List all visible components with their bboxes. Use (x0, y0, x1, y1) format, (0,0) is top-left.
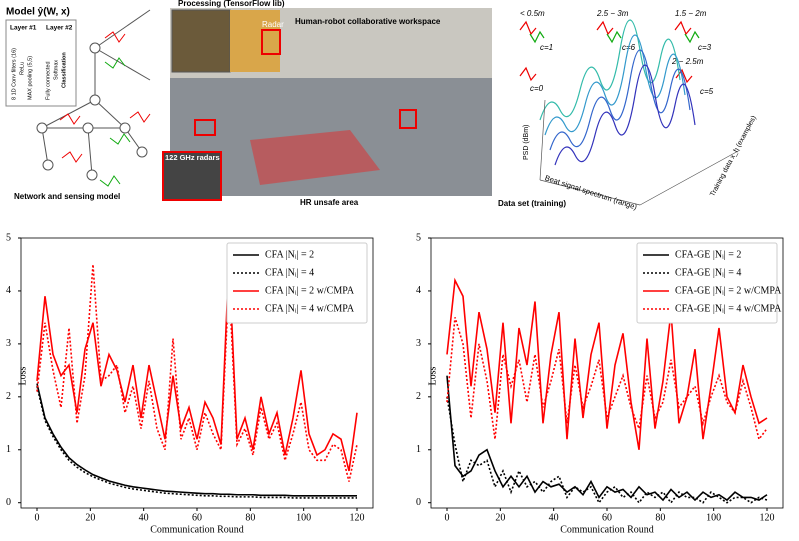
layer2: Layer #2 (46, 25, 73, 32)
radars-label: 122 GHz radars (165, 153, 220, 162)
layer2-desc: Classification (61, 52, 67, 88)
processing-label: Processing (TensorFlow lib) (178, 0, 285, 8)
x-tick-label: 120 (350, 512, 365, 523)
x-axis-label: Communication Round (150, 524, 244, 535)
class-label: c=5 (700, 87, 714, 96)
series-line (446, 396, 768, 505)
x-tick-label: 80 (245, 512, 255, 523)
class-label: c=0 (530, 84, 544, 93)
legend-label: CFA-GE |Nᵢ| = 4 (675, 267, 741, 278)
y-tick-label: 5 (416, 232, 421, 243)
x-tick-label: 0 (35, 512, 40, 523)
layer1: Layer #1 (10, 25, 37, 32)
y-tick-label: 5 (6, 232, 11, 243)
range-label: < 0.5m (520, 9, 545, 18)
range-label: 2 − 2.5m (671, 57, 704, 66)
series-line (446, 277, 768, 450)
layer1-desc: ReLu (19, 62, 25, 75)
series-line (446, 317, 768, 441)
legend-label: CFA |Nᵢ| = 4 (265, 267, 314, 278)
network-graph (36, 9, 151, 187)
y-tick-label: 4 (6, 285, 11, 296)
series-line (36, 383, 357, 497)
legend-label: CFA-GE |Nᵢ| = 2 (675, 249, 741, 260)
class-label: c=3 (698, 43, 712, 52)
model-box (5, 19, 77, 107)
network-panel: Model ŷ(W, x) Layer #1 Layer #2 8 1D Con… (5, 7, 151, 201)
x-tick-label: 0 (445, 512, 450, 523)
training-label: Training data x_h (examples) (709, 115, 758, 198)
y-tick-label: 4 (416, 285, 421, 296)
photo-panel: Processing (TensorFlow lib) Radar Human-… (162, 0, 492, 207)
y-tick-label: 2 (416, 391, 421, 402)
y-axis-label: Loss (17, 366, 28, 385)
dataset-waves (519, 19, 741, 206)
processing-photo (171, 9, 231, 73)
legend-box (226, 242, 368, 324)
x-tick-label: 120 (760, 512, 775, 523)
y-axis-label: Loss (427, 366, 438, 385)
layer1-desc: 8 1D Conv filters (16) (11, 48, 17, 100)
y-tick-label: 0 (6, 497, 11, 508)
x-tick-label: 20 (495, 512, 505, 523)
x-tick-label: 100 (706, 512, 721, 523)
dataset-panel: < 0.5m 2.5 − 3m 1.5 − 2m 2 − 2.5m c=1 c=… (498, 9, 758, 212)
legend-label: CFA-GE |Nᵢ| = 2 w/CMPA (675, 285, 782, 296)
layer2-desc: Softmax (53, 60, 59, 80)
y-tick-label: 2 (6, 391, 11, 402)
legend-box (636, 242, 778, 324)
legend-label: CFA-GE |Nᵢ| = 4 w/CMPA (675, 303, 782, 314)
x-tick-label: 60 (192, 512, 202, 523)
y-tick-label: 0 (416, 497, 421, 508)
range-label: 1.5 − 2m (675, 9, 707, 18)
series-line (36, 259, 358, 472)
x-tick-label: 20 (85, 512, 95, 523)
dataset-caption: Data set (training) (498, 199, 566, 208)
network-caption: Network and sensing model (14, 192, 120, 201)
series-line (36, 386, 357, 499)
y-tick-label: 1 (416, 444, 421, 455)
legend-label: CFA |Nᵢ| = 4 w/CMPA (265, 303, 355, 314)
y-tick-label: 1 (6, 444, 11, 455)
x-tick-label: 40 (549, 512, 559, 523)
x-axis-label: Communication Round (560, 524, 654, 535)
y-tick-label: 3 (6, 338, 11, 349)
x-tick-label: 40 (139, 512, 149, 523)
x-tick-label: 60 (602, 512, 612, 523)
x-tick-label: 80 (655, 512, 665, 523)
legend-label: CFA |Nᵢ| = 2 w/CMPA (265, 285, 355, 296)
unsafe-label: HR unsafe area (300, 198, 359, 207)
workspace-label: Human-robot collaborative workspace (295, 17, 441, 26)
radar-label: Radar (262, 20, 284, 29)
x-tick-label: 100 (296, 512, 311, 523)
legend-label: CFA |Nᵢ| = 2 (265, 249, 314, 260)
range-label: 2.5 − 3m (596, 9, 629, 18)
class-label: c=1 (540, 43, 553, 52)
layer1-desc: MAX pooling (5,5) (27, 56, 33, 100)
series-line (36, 264, 358, 482)
psd-label: PSD (dBm) (523, 125, 530, 160)
layer2-desc: Fully connected (45, 61, 51, 100)
series-line (446, 375, 768, 502)
y-tick-label: 3 (416, 338, 421, 349)
model-title: Model ŷ(W, x) (6, 7, 70, 18)
